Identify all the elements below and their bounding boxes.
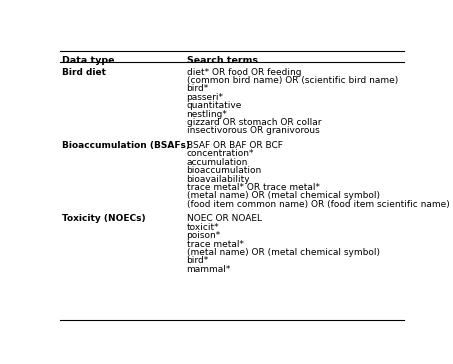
Text: (common bird name) OR (scientific bird name): (common bird name) OR (scientific bird n… <box>187 76 398 85</box>
Text: poison*: poison* <box>187 231 221 240</box>
Text: toxicit*: toxicit* <box>187 223 219 232</box>
Text: passeri*: passeri* <box>187 93 223 102</box>
Text: BSAF OR BAF OR BCF: BSAF OR BAF OR BCF <box>187 141 282 150</box>
Text: Bird diet: Bird diet <box>62 67 106 76</box>
Text: (metal name) OR (metal chemical symbol): (metal name) OR (metal chemical symbol) <box>187 248 380 257</box>
Text: NOEC OR NOAEL: NOEC OR NOAEL <box>187 214 261 223</box>
Text: Bioaccumulation (BSAFs): Bioaccumulation (BSAFs) <box>62 141 190 150</box>
Text: bird*: bird* <box>187 84 209 93</box>
Text: Data type: Data type <box>62 56 115 65</box>
Text: bird*: bird* <box>187 256 209 265</box>
Text: diet* OR food OR feeding: diet* OR food OR feeding <box>187 67 301 76</box>
Text: nestling*: nestling* <box>187 110 227 119</box>
Text: insectivorous OR granivorous: insectivorous OR granivorous <box>187 126 319 135</box>
Text: concentration*: concentration* <box>187 149 254 158</box>
Text: gizzard OR stomach OR collar: gizzard OR stomach OR collar <box>187 118 321 127</box>
Text: quantitative: quantitative <box>187 101 242 110</box>
Text: bioavailability: bioavailability <box>187 175 250 183</box>
Text: (food item common name) OR (food item scientific name): (food item common name) OR (food item sc… <box>187 200 449 209</box>
Text: bioaccumulation: bioaccumulation <box>187 166 262 175</box>
Text: Toxicity (NOECs): Toxicity (NOECs) <box>62 214 145 223</box>
Text: Search terms: Search terms <box>187 56 257 65</box>
Text: trace metal* OR trace metal*: trace metal* OR trace metal* <box>187 183 319 192</box>
Text: mammal*: mammal* <box>187 265 231 274</box>
Text: trace metal*: trace metal* <box>187 240 244 249</box>
Text: accumulation: accumulation <box>187 158 248 167</box>
Text: (metal name) OR (metal chemical symbol): (metal name) OR (metal chemical symbol) <box>187 191 380 201</box>
